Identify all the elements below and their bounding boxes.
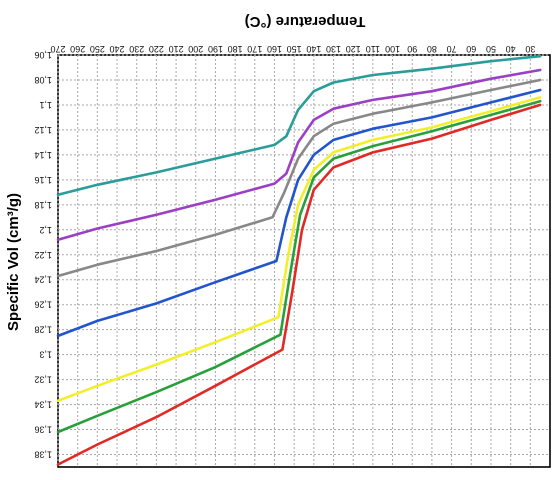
series-layer <box>56 54 542 466</box>
x-tick-label: 120 <box>346 44 361 54</box>
y-tick-label: 1,26 <box>34 300 52 310</box>
y-tick-label: 1,14 <box>34 150 52 160</box>
y-tick-label: 1,12 <box>34 125 52 135</box>
y-tick-label: 1,16 <box>34 175 52 185</box>
x-tick-label: 110 <box>366 44 380 54</box>
y-tick-label: 1,2 <box>39 225 52 235</box>
plot-frame <box>57 54 551 468</box>
x-tick-label: 230 <box>129 44 144 54</box>
x-tick-label: 240 <box>110 44 125 54</box>
x-tick-label: 210 <box>169 44 184 54</box>
series-line-3 <box>56 78 542 278</box>
series-line-2 <box>56 68 542 242</box>
x-tick-label: 60 <box>466 44 476 54</box>
series-line-1 <box>56 54 542 197</box>
y-axis-title: Specific Vol (cm³/g) <box>5 193 22 331</box>
y-tick-label: 1,1 <box>39 100 52 110</box>
x-tick-label: 200 <box>188 44 203 54</box>
grid-lines <box>57 54 550 467</box>
series-line-5 <box>56 96 542 403</box>
x-tick-label: 170 <box>247 44 262 54</box>
y-tick-label: 1,28 <box>34 325 52 335</box>
x-tick-labels: 30 40 50 60 70 80 90 100 110 120 130 140 150 160 170 18… <box>50 44 535 54</box>
y-tick-labels: 1,06 1,08 1,1 1,12 1,14 1,16 1,18 1,2 1,22 1,24 1,… <box>34 50 52 460</box>
x-tick-label: 70 <box>447 44 457 54</box>
x-tick-label: 220 <box>149 44 164 54</box>
x-tick-label: 190 <box>208 44 223 54</box>
y-tick-label: 1,32 <box>34 375 52 385</box>
y-tick-label: 1,38 <box>34 450 52 460</box>
x-tick-label: 160 <box>267 44 282 54</box>
y-tick-label: 1,08 <box>34 75 52 85</box>
x-tick-label: 90 <box>407 44 417 54</box>
y-tick-label: 1,24 <box>34 275 52 285</box>
series-line-7 <box>56 103 542 466</box>
y-tick-label: 1,22 <box>34 250 52 260</box>
x-tick-label: 260 <box>70 44 85 54</box>
x-tick-label: 130 <box>326 44 341 54</box>
x-axis-title: Temperature (°C) <box>245 13 366 30</box>
x-tick-label: 150 <box>287 44 302 54</box>
x-tick-label: 140 <box>306 44 321 54</box>
x-tick-label: 30 <box>525 44 535 54</box>
x-tick-label: 50 <box>486 44 496 54</box>
x-tick-label: 250 <box>90 44 105 54</box>
x-tick-label: 80 <box>427 44 437 54</box>
x-tick-label: 40 <box>506 44 516 54</box>
series-line-6 <box>56 99 542 434</box>
x-tick-label: 180 <box>228 44 243 54</box>
y-tick-label: 1,34 <box>34 400 52 410</box>
y-tick-label: 1,18 <box>34 200 52 210</box>
series-line-4 <box>56 88 542 338</box>
x-tick-label: 270 <box>50 44 65 54</box>
y-tick-label: 1,36 <box>34 425 52 435</box>
y-tick-label: 1,06 <box>34 50 52 60</box>
y-tick-label: 1,3 <box>39 350 52 360</box>
x-tick-label: 100 <box>385 44 400 54</box>
